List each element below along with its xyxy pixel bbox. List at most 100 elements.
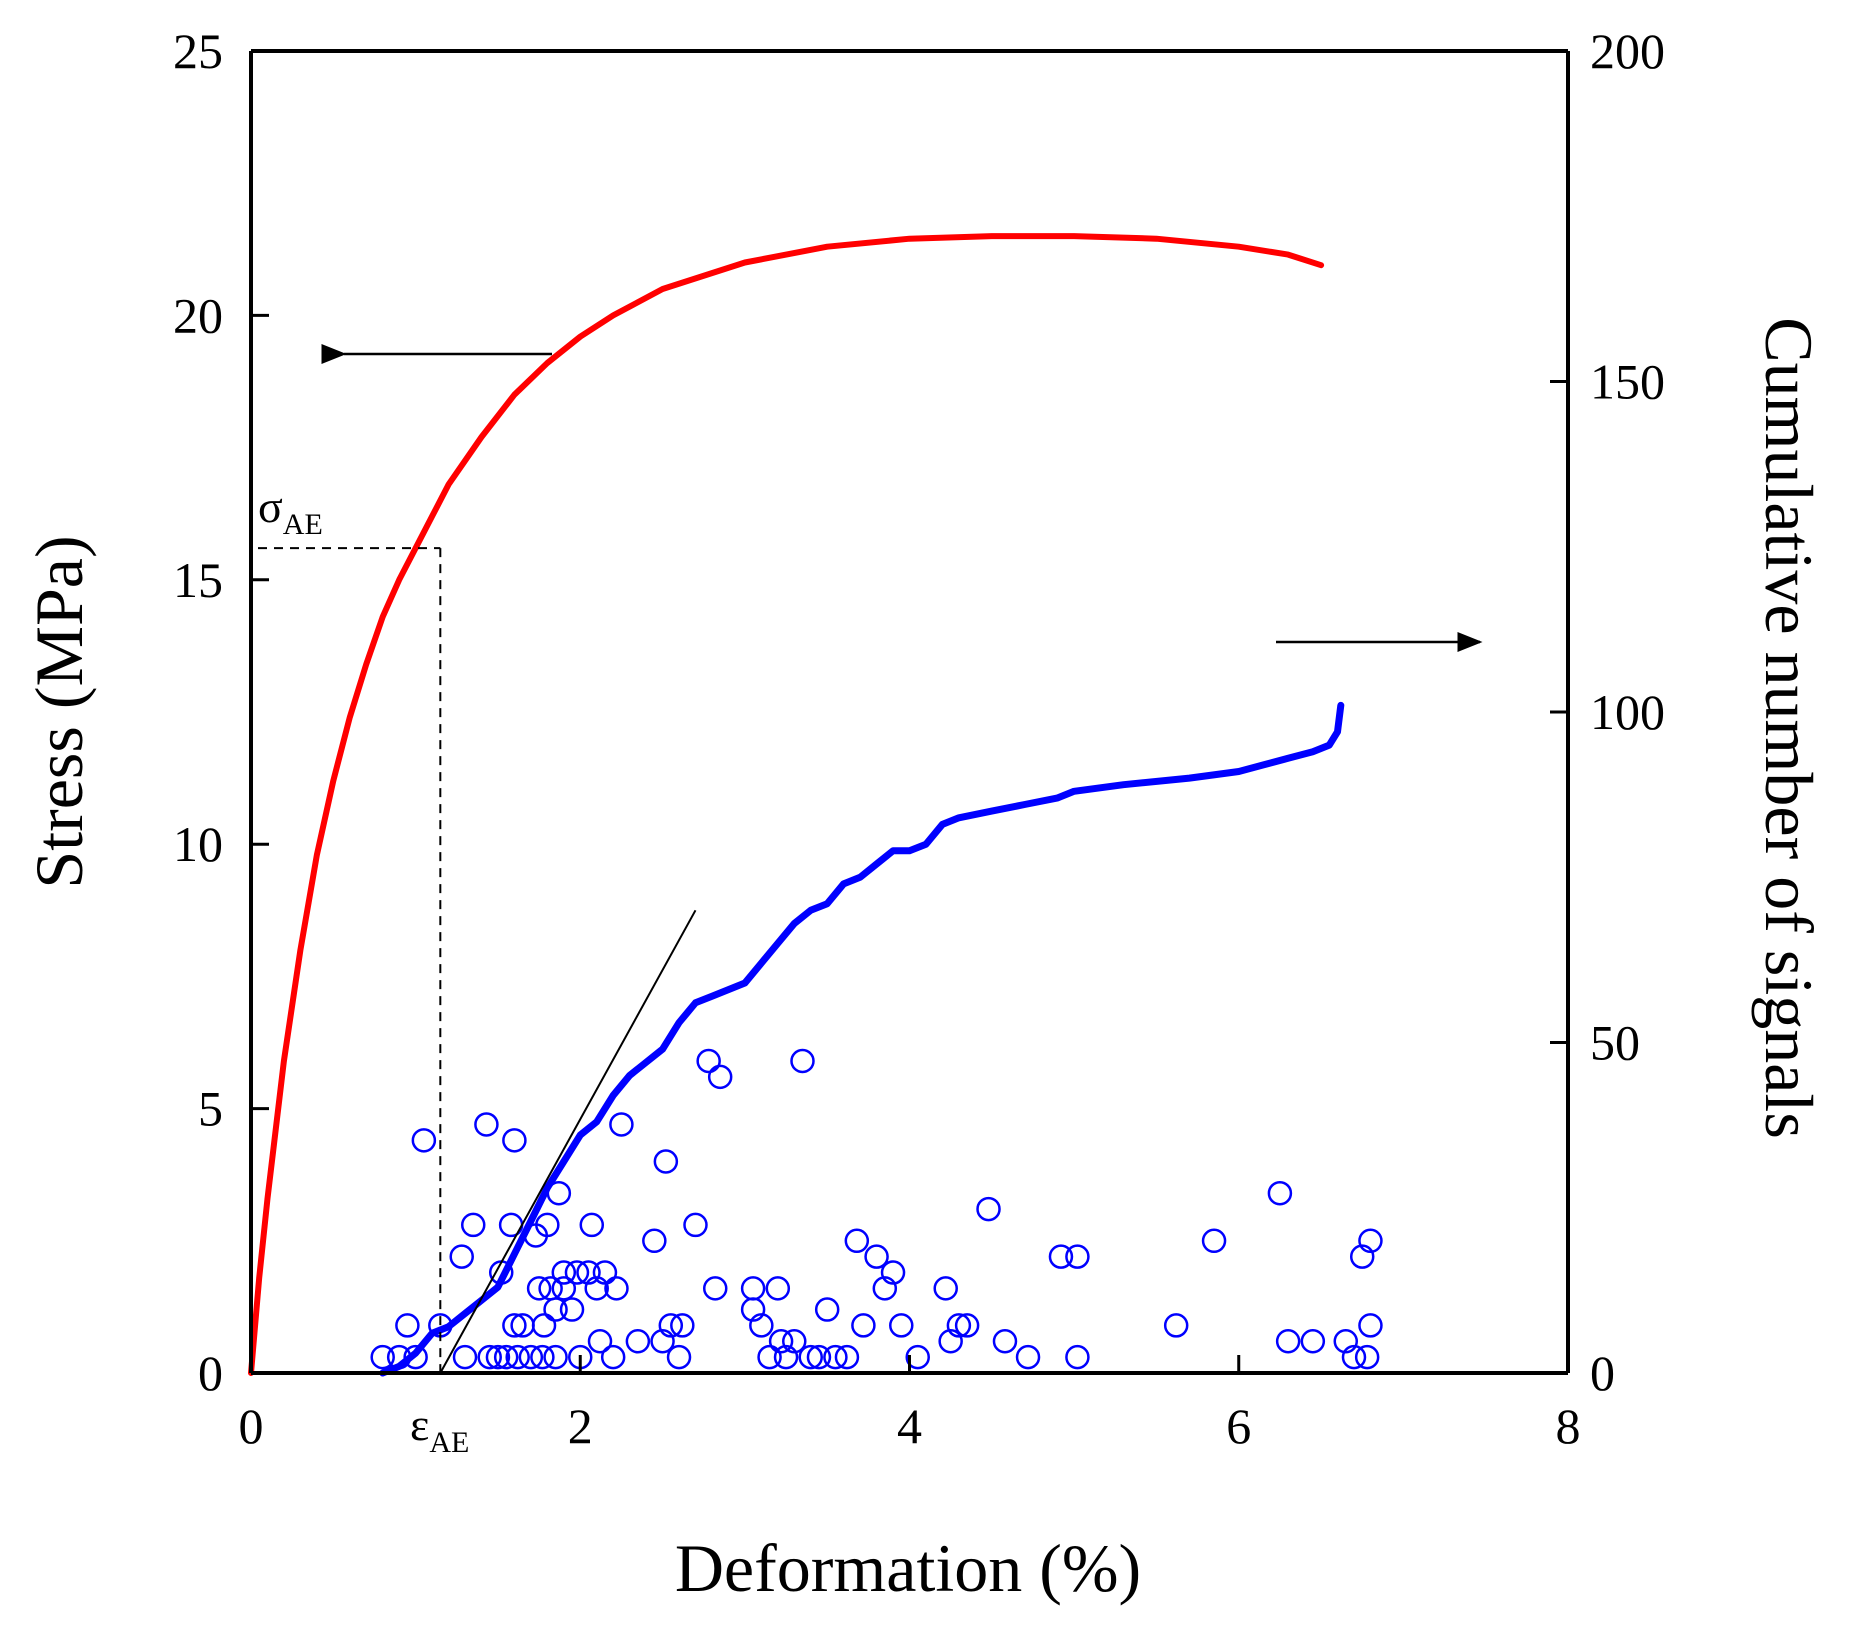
ae-signal-point — [757, 1344, 782, 1370]
ae-signal-point — [493, 1344, 519, 1370]
x-tick-label: 4 — [897, 1398, 922, 1454]
ae-signal-point — [452, 1344, 478, 1370]
tangent-line — [439, 909, 697, 1374]
series-lines — [248, 233, 1345, 1377]
x-tick-label: 8 — [1556, 1398, 1581, 1454]
ae-signal-point — [531, 1313, 557, 1338]
ae-signal-point — [395, 1313, 420, 1338]
ae-signal-point — [576, 1260, 601, 1285]
ae-signal-point — [653, 1149, 679, 1174]
ae-signal-point — [740, 1276, 766, 1301]
ae-signal-point — [1354, 1344, 1380, 1370]
ae-signal-point — [600, 1344, 626, 1370]
axes — [249, 49, 1570, 1375]
ae-signal-point — [1065, 1344, 1090, 1370]
ae-signal-point — [485, 1344, 511, 1370]
ae-signal-point — [1358, 1228, 1383, 1254]
epsilon-subscript: AE — [429, 1426, 469, 1459]
ae-signal-point — [889, 1313, 914, 1338]
ae-signal-point — [411, 1128, 437, 1153]
ae-signal-point — [765, 1276, 791, 1301]
ae-signal-point — [658, 1313, 684, 1338]
ae-signal-point — [502, 1313, 527, 1338]
x-tick-label: 0 — [239, 1398, 264, 1454]
ae-signal-point — [696, 1048, 721, 1074]
ae-signal-point — [543, 1297, 568, 1322]
x-axis-title: Deformation (%) — [675, 1530, 1141, 1606]
ae-signal-point — [505, 1344, 530, 1370]
ae-signal-point — [814, 1297, 840, 1322]
ae-signal-point — [625, 1329, 651, 1354]
y-tick-label: 25 — [173, 23, 223, 79]
ae-signal-point — [844, 1228, 870, 1254]
ae-signal-point — [474, 1112, 499, 1137]
ae-signal-point — [449, 1244, 474, 1269]
ae-signal-point — [773, 1344, 799, 1370]
ae-signal-point — [872, 1276, 898, 1301]
ae-signal-point — [905, 1344, 930, 1370]
ae-signal-point — [851, 1313, 876, 1338]
ae-signal-point — [790, 1048, 815, 1074]
ae-signal-point — [834, 1344, 860, 1370]
ae-signal-point — [604, 1276, 629, 1301]
ae-signal-point — [403, 1344, 428, 1370]
ae-scatter-points — [370, 1048, 1383, 1370]
svg-text:εAE: εAE — [410, 1399, 469, 1459]
ae-signal-point — [1349, 1244, 1375, 1269]
epsilon-ae-label: εAE — [410, 1399, 469, 1459]
annotations — [258, 344, 1483, 1374]
ae-signal-point — [584, 1276, 609, 1301]
y2-tick-label: 0 — [1590, 1345, 1615, 1401]
y2-axis-title: Cumulative number of signals — [1751, 317, 1827, 1139]
y2-tick-label: 50 — [1590, 1015, 1640, 1071]
y-tick-label: 15 — [173, 552, 223, 608]
ae-signal-point — [782, 1329, 807, 1354]
ae-signal-point — [1163, 1313, 1189, 1338]
ae-signal-point — [976, 1196, 1001, 1222]
ae-signal-point — [933, 1276, 958, 1301]
ae-signal-point — [938, 1329, 963, 1354]
x-tick-label: 2 — [568, 1398, 593, 1454]
ae-signal-point — [502, 1128, 527, 1153]
ae-signal-point — [768, 1329, 794, 1354]
ae-signal-point — [880, 1260, 906, 1285]
ae-signal-point — [526, 1276, 552, 1301]
ae-signal-point — [1358, 1313, 1383, 1338]
ae-signal-point — [806, 1344, 832, 1370]
ae-signal-point — [992, 1329, 1018, 1354]
cumulative-signals-line — [379, 701, 1345, 1377]
ae-signal-point — [749, 1313, 774, 1338]
ae-signal-point — [740, 1297, 766, 1322]
y2-tick-label: 100 — [1590, 684, 1665, 740]
ae-signal-point — [702, 1276, 728, 1301]
ae-signal-point — [551, 1260, 577, 1285]
ae-signal-point — [460, 1212, 486, 1238]
ae-signal-point — [1333, 1329, 1359, 1354]
ae-signal-point — [666, 1344, 692, 1370]
y-axis-title: Stress (MPa) — [21, 535, 97, 888]
y-tick-label: 10 — [173, 816, 223, 872]
ae-signal-point — [650, 1329, 675, 1354]
ae-signal-point — [370, 1344, 395, 1370]
sigma-subscript: AE — [283, 508, 323, 541]
ae-signal-point — [823, 1344, 848, 1370]
sigma-ae-label: σAE — [258, 481, 323, 541]
ae-signal-point — [864, 1244, 889, 1269]
ae-signal-point — [642, 1228, 667, 1254]
ae-signal-point — [530, 1344, 555, 1370]
y-tick-label: 5 — [198, 1081, 223, 1137]
y2-tick-label: 200 — [1590, 23, 1665, 79]
y-tick-label: 20 — [173, 287, 223, 343]
ae-signal-point — [1341, 1344, 1367, 1370]
ae-signal-point — [543, 1344, 568, 1370]
ae-signal-point — [559, 1297, 585, 1322]
ae-signal-point — [1065, 1244, 1090, 1269]
ae-signal-point — [1300, 1329, 1326, 1354]
ae-signal-point — [1267, 1180, 1293, 1206]
x-tick-label: 6 — [1226, 1398, 1251, 1454]
y-tick-label: 0 — [198, 1345, 223, 1401]
ae-signal-point — [946, 1313, 972, 1338]
ae-signal-point — [579, 1212, 605, 1238]
